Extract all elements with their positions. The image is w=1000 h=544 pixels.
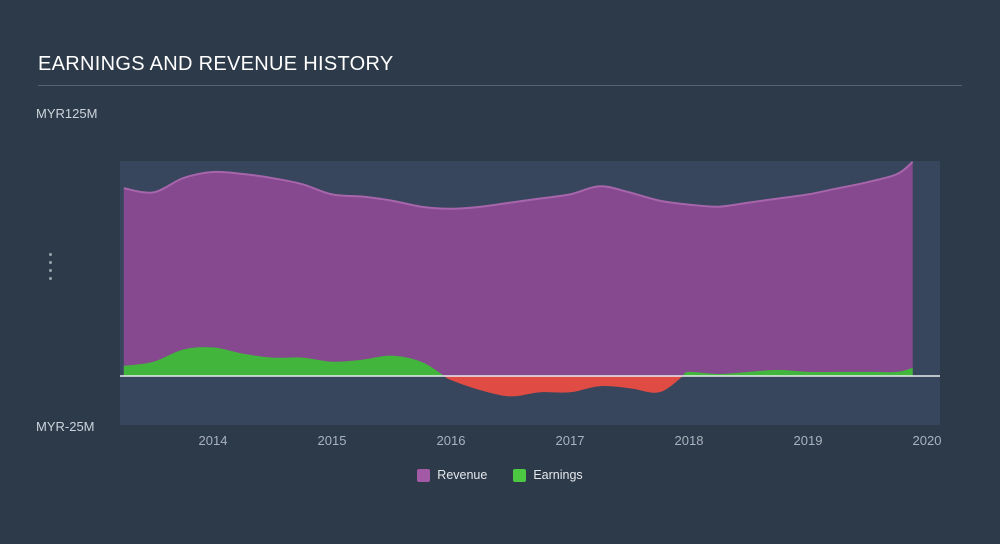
x-tick-label: 2016	[436, 433, 466, 448]
x-tick-label: 2015	[317, 433, 347, 448]
dot-icon	[49, 269, 52, 272]
vertical-ellipsis-icon[interactable]	[47, 251, 54, 282]
legend-label: Revenue	[437, 468, 488, 482]
x-tick-label: 2020	[912, 433, 942, 448]
x-tick-label: 2019	[793, 433, 823, 448]
legend-swatch-icon	[513, 468, 527, 482]
legend-item-earnings[interactable]: Earnings	[513, 468, 583, 482]
title-divider	[38, 85, 962, 86]
page-title: EARNINGS AND REVENUE HISTORY	[38, 53, 394, 75]
legend-label: Earnings	[533, 468, 583, 482]
dot-icon	[49, 253, 52, 256]
earnings-revenue-area-chart[interactable]	[120, 110, 940, 430]
y-axis-bottom-label: MYR-25M	[36, 419, 95, 434]
dot-icon	[49, 261, 52, 264]
dot-icon	[49, 277, 52, 280]
x-tick-label: 2018	[674, 433, 704, 448]
legend-item-revenue[interactable]: Revenue	[417, 468, 487, 482]
chart-legend: Revenue Earnings	[0, 468, 1000, 482]
x-tick-label: 2017	[555, 433, 585, 448]
y-axis-top-label: MYR125M	[36, 106, 98, 121]
legend-swatch-icon	[417, 468, 431, 482]
x-tick-label: 2014	[198, 433, 228, 448]
x-axis: 2014 2015 2016 2017 2018 2019 2020	[0, 433, 1000, 449]
